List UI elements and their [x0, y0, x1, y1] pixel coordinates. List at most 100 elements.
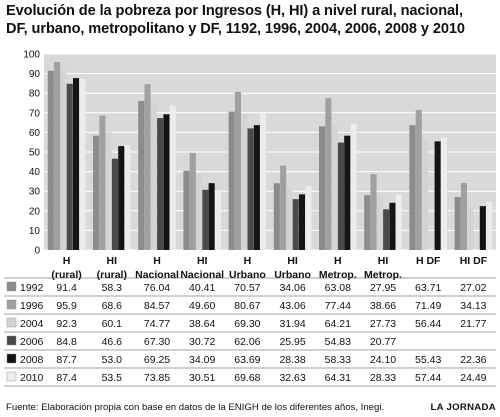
bar-2010 [440, 137, 447, 250]
bar-2004 [467, 207, 474, 250]
bar-2004 [376, 195, 383, 250]
data-label: 95.9 [56, 300, 77, 312]
y-tick-label: 80 [29, 89, 41, 100]
bar-2004 [286, 187, 293, 250]
x-category-label: H [63, 255, 71, 267]
data-label: 62.06 [234, 336, 260, 348]
bar-1996 [325, 98, 332, 250]
data-label: 34.06 [279, 282, 305, 294]
data-label: 64.21 [325, 318, 351, 330]
bar-2004 [196, 174, 203, 250]
data-label: 49.60 [189, 300, 215, 312]
x-category-label: HI [107, 255, 118, 267]
bar-2008 [344, 135, 351, 250]
data-label: 55.43 [415, 354, 441, 366]
x-category-label: Urbano [274, 269, 311, 281]
data-label: 68.6 [102, 300, 123, 312]
chart-title: Evolución de la pobreza por Ingresos (H,… [6, 2, 498, 38]
y-tick-label: 40 [29, 167, 41, 178]
data-label: 53.0 [102, 354, 123, 366]
bar-1996 [54, 62, 61, 250]
data-label: 69.25 [144, 354, 170, 366]
bar-2008 [73, 78, 80, 250]
bar-1996 [415, 109, 422, 250]
bar-2008 [208, 183, 215, 250]
data-label: 30.51 [189, 372, 215, 384]
data-label: 63.08 [325, 282, 351, 294]
bar-2008 [118, 146, 125, 250]
data-label: 71.49 [415, 300, 441, 312]
bar-1996 [460, 183, 467, 250]
legend-year: 2008 [20, 354, 44, 366]
data-label: 69.68 [234, 372, 260, 384]
bar-2010 [79, 78, 86, 250]
bar-2004 [241, 114, 248, 250]
x-category-label: (rural) [51, 269, 81, 281]
data-label: 70.57 [234, 282, 260, 294]
bar-2004 [422, 139, 429, 250]
x-category-label: H [153, 255, 161, 267]
bar-2008 [479, 206, 486, 250]
data-label: 24.10 [370, 354, 396, 366]
y-tick-label: 100 [23, 50, 40, 61]
x-category-label: Metrop. [319, 269, 357, 281]
bar-2004 [60, 69, 67, 250]
data-label: 64.31 [325, 372, 351, 384]
data-label: 76.04 [144, 282, 170, 294]
data-label: 27.95 [370, 282, 396, 294]
bar-1996 [189, 152, 196, 250]
data-label: 92.3 [56, 318, 77, 330]
bar-1992 [228, 111, 235, 251]
data-label: 31.94 [279, 318, 305, 330]
data-label: 84.57 [144, 300, 170, 312]
bar-2006 [383, 209, 390, 250]
data-label: 28.33 [370, 372, 396, 384]
x-category-label: HI [197, 255, 208, 267]
source-note: Fuente: Elaboración propia con base en d… [6, 402, 385, 413]
bar-2008 [389, 202, 396, 250]
data-label: 20.77 [370, 336, 396, 348]
x-category-label: HI DF [460, 255, 488, 267]
data-label: 54.83 [325, 336, 351, 348]
x-category-label: (rural) [97, 269, 127, 281]
legend-swatch-2006 [6, 335, 17, 346]
data-label: 32.63 [279, 372, 305, 384]
data-label: 43.06 [279, 300, 305, 312]
y-tick-label: 20 [29, 206, 41, 217]
data-label: 77.44 [325, 300, 351, 312]
bar-1992 [47, 70, 54, 250]
y-tick-label: 10 [29, 226, 41, 237]
data-label: 63.69 [234, 354, 260, 366]
y-tick-label: 50 [29, 148, 41, 159]
data-label: 67.30 [144, 336, 170, 348]
legend-year: 2004 [20, 318, 44, 330]
data-label: 38.64 [189, 318, 215, 330]
data-label: 34.13 [460, 300, 486, 312]
bar-1996 [280, 165, 287, 250]
legend-year: 1992 [20, 282, 44, 294]
bar-2004 [331, 124, 338, 250]
bar-1996 [144, 84, 151, 251]
data-label: 25.95 [279, 336, 305, 348]
bar-2010 [305, 186, 312, 250]
bar-2006 [66, 83, 73, 250]
bar-1996 [234, 91, 241, 250]
legend-year: 2010 [20, 372, 44, 384]
bar-2006 [202, 189, 209, 250]
bar-1992 [138, 100, 145, 251]
legend-swatch-1992 [6, 281, 17, 292]
bar-1992 [319, 126, 326, 250]
bar-2006 [247, 128, 254, 250]
data-label: 87.7 [56, 354, 77, 366]
bar-1992 [364, 195, 371, 250]
data-label: 46.6 [102, 336, 123, 348]
chart-title-line-2: DF, urbano, metropolitano y DF, 1192, 19… [6, 21, 465, 37]
data-label: 91.4 [56, 282, 77, 294]
data-label: 56.44 [415, 318, 441, 330]
bar-2010 [486, 202, 493, 250]
data-label: 38.66 [370, 300, 396, 312]
legend-year: 2006 [20, 336, 44, 348]
data-label: 27.73 [370, 318, 396, 330]
bar-2006 [111, 158, 118, 250]
x-category-label: Metrop. [364, 269, 402, 281]
